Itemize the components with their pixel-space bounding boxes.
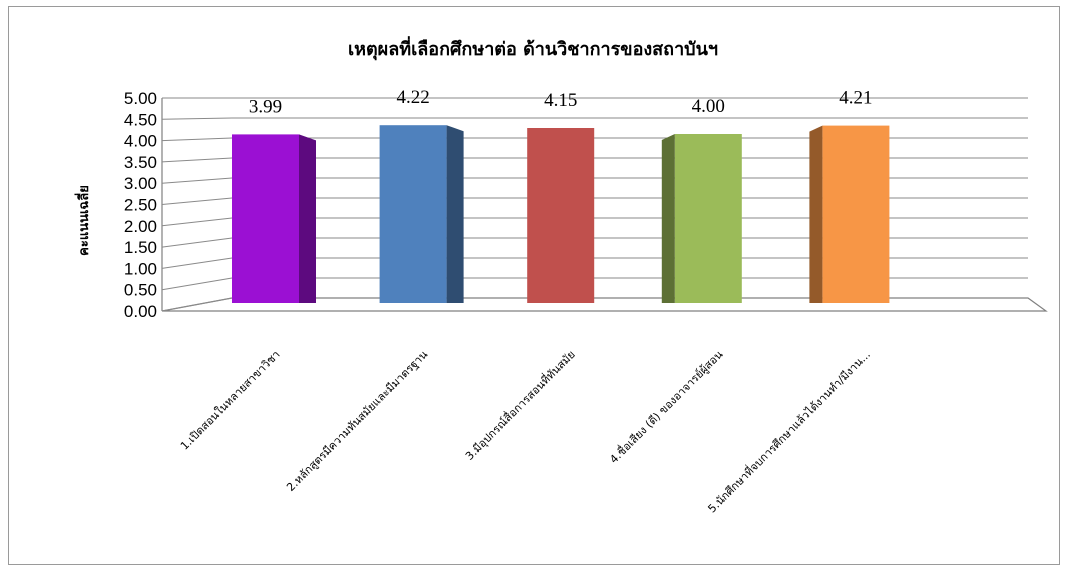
- data-labels: 3.99 4.22 4.15 4.00 4.21: [249, 87, 873, 117]
- bar: [379, 125, 447, 303]
- y-tick-label: 2.00: [124, 217, 157, 236]
- y-tick-label: 1.50: [124, 238, 157, 257]
- gridline-slant: [161, 277, 233, 291]
- gridline-slant: [161, 197, 233, 205]
- gridlines: [161, 97, 1028, 312]
- gridline-slant: [161, 257, 233, 269]
- data-label: 4.22: [396, 87, 429, 108]
- category-label: 1.เปิดสอนในหลายสาขาวิชา: [178, 348, 283, 453]
- bar-side: [661, 134, 675, 303]
- y-tick-label: 5.00: [124, 89, 157, 108]
- bar-side: [299, 134, 316, 303]
- bar: [232, 134, 299, 303]
- gridline-slant: [161, 237, 233, 248]
- data-label: 4.21: [839, 88, 872, 109]
- data-label: 4.00: [692, 96, 725, 117]
- gridline-slant: [161, 297, 233, 312]
- y-tick-label: 0.00: [124, 302, 157, 321]
- y-tick-label: 3.50: [124, 153, 157, 172]
- y-tick-label: 1.00: [124, 259, 157, 278]
- gridline-slant: [161, 157, 233, 163]
- gridline-slant: [161, 137, 233, 142]
- y-tick-label: 4.50: [124, 110, 157, 129]
- gridline-slant: [161, 217, 233, 227]
- category-label: 5.นักศึกษาที่จบการศึกษาแล้วได้งานทำ/มีงา…: [704, 347, 873, 516]
- category-label: 2.หลักสูตรมีความทันสมัยและมีมาตรฐาน: [284, 348, 430, 494]
- bars: [232, 125, 890, 303]
- y-tick-labels: 0.00 0.50 1.00 1.50 2.00 2.50 3.00 3.50 4.00 4.50…: [124, 89, 157, 321]
- y-tick-label: 2.50: [124, 196, 157, 215]
- data-label: 3.99: [249, 96, 282, 117]
- y-tick-label: 0.50: [124, 281, 157, 300]
- bar: [674, 134, 742, 303]
- gridline-slant: [161, 117, 233, 120]
- bar-side: [809, 125, 823, 303]
- bar-side: [446, 125, 464, 303]
- chart-title: เหตุผลที่เลือกศึกษาต่อ ด้านวิชาการของสถา…: [347, 39, 719, 60]
- y-tick-label: 4.00: [124, 132, 157, 151]
- y-tick-label: 3.00: [124, 174, 157, 193]
- bar: [527, 128, 595, 303]
- gridline-slant: [161, 177, 233, 184]
- data-label: 4.15: [544, 90, 577, 111]
- category-label: 3.มีอุปกรณ์สื่อการสอนที่ทันสมัย: [462, 347, 578, 463]
- bar: [822, 125, 890, 303]
- category-labels: 1.เปิดสอนในหลายสาขาวิชา 2.หลักสูตรมีความท…: [178, 346, 873, 515]
- category-label: 4.ชื่อเสียง (ดี) ของอาจารย์ผู้สอน: [606, 346, 726, 466]
